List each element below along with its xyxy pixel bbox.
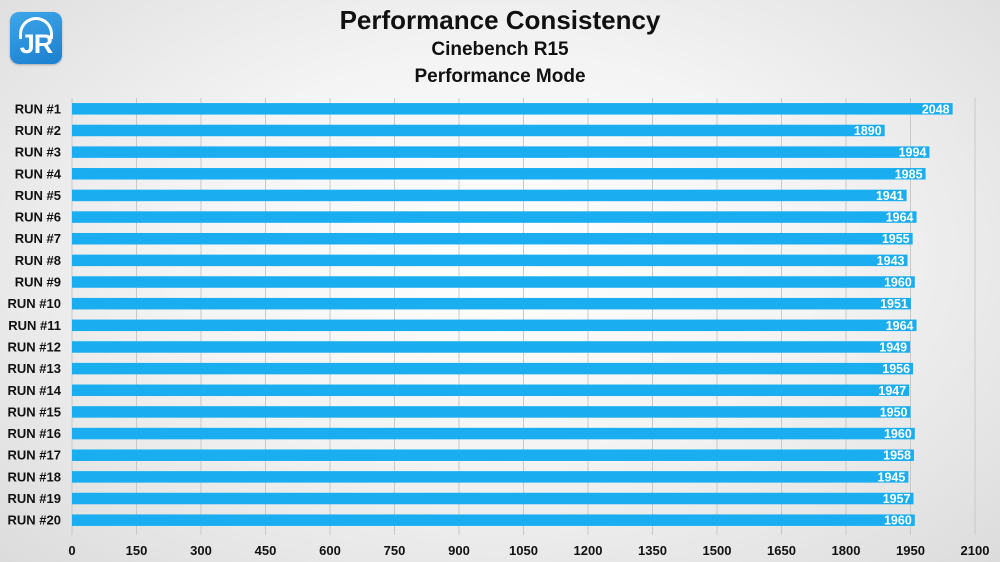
data-label: 1964 <box>886 319 914 333</box>
chart-subtitle-2: Performance Mode <box>414 66 586 87</box>
bar <box>72 514 915 526</box>
category-label: RUN #16 <box>8 426 61 441</box>
category-label: RUN #17 <box>8 448 61 463</box>
bar <box>72 406 911 418</box>
logo-text: JR <box>19 29 54 59</box>
category-label: RUN #9 <box>15 275 61 290</box>
data-label: 1958 <box>883 449 911 463</box>
data-label: 1941 <box>876 189 904 203</box>
chart-subtitle-1: Cinebench R15 <box>431 39 569 60</box>
x-tick-label: 150 <box>126 543 148 558</box>
bar <box>72 232 913 245</box>
x-tick-label: 0 <box>68 543 75 558</box>
bar <box>72 124 885 137</box>
bar <box>72 168 926 180</box>
data-label: 1955 <box>882 232 910 246</box>
bar <box>72 384 910 397</box>
x-tick-label: 450 <box>255 543 277 558</box>
chart-titles: Performance Consistency Cinebench R15 Pe… <box>0 4 1000 90</box>
jr-logo: JR <box>10 12 62 64</box>
bar <box>72 146 930 158</box>
data-label: 1890 <box>854 124 882 138</box>
data-label: 1951 <box>880 297 908 311</box>
data-label: 1960 <box>884 514 912 528</box>
category-label: RUN #3 <box>15 145 61 160</box>
category-label: RUN #7 <box>15 231 61 246</box>
bar <box>72 449 914 461</box>
bar <box>72 297 911 310</box>
category-label: RUN #14 <box>8 383 62 398</box>
bar <box>72 254 908 267</box>
x-tick-label: 1650 <box>767 543 796 558</box>
data-label: 1943 <box>877 254 905 268</box>
category-label: RUN #19 <box>8 491 61 506</box>
x-tick-label: 1950 <box>896 543 925 558</box>
bar <box>72 341 911 353</box>
category-label: RUN #5 <box>15 188 61 203</box>
x-tick-label: 300 <box>190 543 212 558</box>
category-label: RUN #12 <box>8 339 61 354</box>
logo-arc-icon <box>19 17 53 39</box>
chart-title: Performance Consistency <box>339 5 661 35</box>
data-label: 1960 <box>884 427 912 441</box>
category-label: RUN #20 <box>8 513 61 528</box>
bar <box>72 471 909 483</box>
category-label: RUN #11 <box>8 318 61 333</box>
data-label: 2048 <box>922 102 950 116</box>
bar <box>72 103 953 115</box>
data-label: 1957 <box>883 492 911 506</box>
data-label: 1960 <box>884 276 912 290</box>
bar <box>72 211 917 223</box>
category-label: RUN #6 <box>15 210 61 225</box>
category-label: RUN #13 <box>8 361 61 376</box>
x-tick-label: 600 <box>319 543 341 558</box>
x-tick-label: 1500 <box>703 543 732 558</box>
x-tick-label: 1050 <box>509 543 538 558</box>
bar <box>72 189 907 202</box>
data-label: 1949 <box>879 340 907 354</box>
category-label: RUN #4 <box>15 166 62 181</box>
category-label: RUN #1 <box>15 101 61 116</box>
data-label: 1945 <box>878 470 906 484</box>
category-label: RUN #18 <box>8 469 61 484</box>
bar <box>72 276 915 288</box>
bar <box>72 492 914 505</box>
x-tick-label: 900 <box>448 543 470 558</box>
category-label: RUN #8 <box>15 253 61 268</box>
bar <box>72 362 914 375</box>
data-label: 1964 <box>886 211 914 225</box>
x-tick-label: 750 <box>384 543 406 558</box>
category-label: RUN #10 <box>8 296 61 311</box>
data-label: 1947 <box>878 384 906 398</box>
x-tick-label: 2100 <box>961 543 990 558</box>
x-tick-label: 1200 <box>574 543 603 558</box>
category-label: RUN #15 <box>8 404 61 419</box>
x-tick-label: 1350 <box>638 543 667 558</box>
x-tick-label: 1800 <box>832 543 861 558</box>
data-label: 1985 <box>895 167 923 181</box>
bar <box>72 427 915 440</box>
bar <box>72 319 917 332</box>
data-label: 1950 <box>880 405 908 419</box>
data-label: 1956 <box>882 362 910 376</box>
category-label: RUN #2 <box>15 123 61 138</box>
data-label: 1994 <box>899 146 927 160</box>
